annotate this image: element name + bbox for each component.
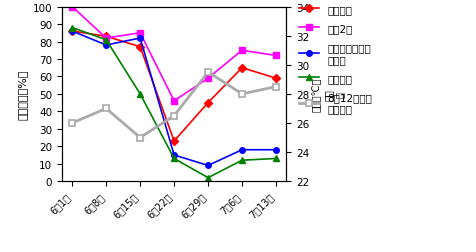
Y-axis label: 花粉稔性（%）: 花粉稔性（%） xyxy=(17,69,27,120)
Legend: ハイブシ, 石垣2号, ケンタッキーワ
ンダー, 沖縄在来, 8～12日前の
平均温度: ハイブシ, 石垣2号, ケンタッキーワ ンダー, 沖縄在来, 8～12日前の 平… xyxy=(298,5,372,114)
Y-axis label: 温度（℃）
平均
順: 温度（℃） 平均 順 xyxy=(311,77,345,112)
